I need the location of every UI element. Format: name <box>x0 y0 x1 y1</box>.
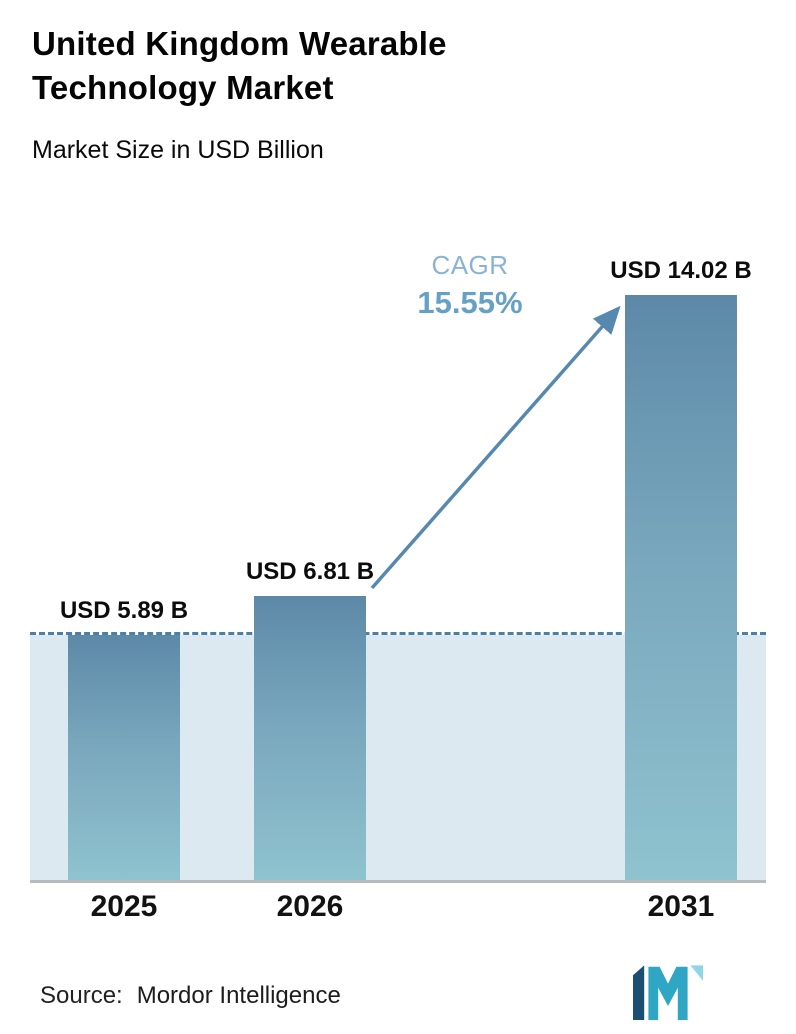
bar-chart: USD 5.89 B USD 6.81 B USD 14.02 B CAGR 1… <box>30 230 766 883</box>
page-subtitle: Market Size in USD Billion <box>32 136 324 164</box>
x-axis-labels: 2025 2026 2031 <box>0 890 796 930</box>
page-title: United Kingdom Wearable Technology Marke… <box>32 25 447 106</box>
bar-rect-2025 <box>68 635 180 881</box>
x-tick-2025: 2025 <box>90 890 158 923</box>
x-tick-2026: 2026 <box>276 890 344 923</box>
bar-group-2031: USD 14.02 B <box>610 257 752 881</box>
mordor-intelligence-logo-icon <box>633 965 703 1020</box>
source-attribution: Source: Mordor Intelligence <box>40 982 341 1010</box>
baseline-dashed-line <box>30 632 766 635</box>
source-value: Mordor Intelligence <box>136 982 341 1009</box>
bar-value-label-2026: USD 6.81 B <box>245 558 375 585</box>
source-label: Source: <box>40 982 123 1009</box>
bar-rect-2026 <box>254 596 366 881</box>
bar-value-label-2025: USD 5.89 B <box>59 597 189 624</box>
bar-value-label-2031: USD 14.02 B <box>610 257 752 284</box>
cagr-annotation: CAGR 15.55% <box>400 250 540 321</box>
bar-group-2025: USD 5.89 B <box>60 597 188 881</box>
cagr-value: 15.55% <box>417 285 523 320</box>
cagr-label: CAGR <box>431 250 509 280</box>
x-axis-line <box>30 880 766 883</box>
bar-rect-2031 <box>625 295 737 881</box>
x-tick-2031: 2031 <box>647 890 715 923</box>
bar-group-2026: USD 6.81 B <box>246 558 374 881</box>
